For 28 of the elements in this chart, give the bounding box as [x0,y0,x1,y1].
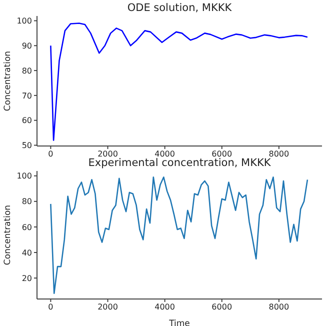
y-tick-label: 100 [16,16,32,26]
x-tick-label: 2000 [98,150,118,159]
y-tick-label: 20 [22,274,32,283]
line-series [50,176,308,294]
x-axis-title: Time [168,319,190,326]
x-tick-label: 0 [48,302,54,312]
y-tick-label: 100 [16,172,32,181]
x-tick-label: 4000 [154,150,175,159]
chart-title: Experimental concentration, MKKK [87,157,272,169]
line-series [50,22,308,141]
y-tick-label: 50 [22,141,32,150]
y-tick-label: 60 [22,116,32,126]
y-tick-label: 90 [22,41,32,50]
y-tick-label: 80 [22,66,32,76]
x-tick-label: 8000 [268,150,290,159]
y-tick-label: 40 [22,248,32,258]
y-tick-label: 60 [22,222,32,232]
y-tick-label: 70 [22,91,32,100]
y-axis-title: Concentration [3,204,13,266]
chart-title: ODE solution, MKKK [126,2,233,14]
x-tick-label: 4000 [154,302,175,312]
x-tick-label: 0 [48,150,54,159]
y-tick-label: 80 [22,197,32,206]
x-tick-label: 6000 [212,150,232,159]
x-tick-label: 8000 [268,302,290,312]
x-tick-label: 2000 [98,302,118,312]
y-axis-title: Concentration [3,50,13,112]
x-tick-label: 6000 [212,302,232,312]
